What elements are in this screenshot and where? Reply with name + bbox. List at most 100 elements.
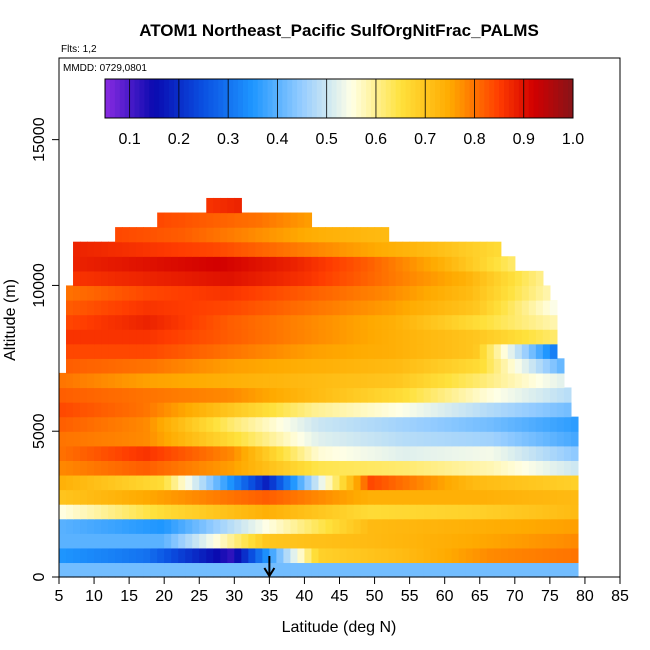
heat-cell xyxy=(430,402,439,418)
heat-cell xyxy=(262,227,270,243)
heat-cell xyxy=(59,402,67,418)
heat-cell xyxy=(346,300,355,316)
heat-cell xyxy=(395,387,404,403)
heat-cell xyxy=(115,504,123,520)
heat-cell xyxy=(227,227,235,243)
heat-cell xyxy=(157,343,165,359)
heat-cell xyxy=(360,460,369,476)
heat-cell xyxy=(143,372,151,389)
heat-cell xyxy=(248,227,256,243)
heat-cell xyxy=(563,533,572,549)
heat-cell xyxy=(416,329,425,345)
heat-cell xyxy=(94,474,102,491)
heat-cell xyxy=(290,416,299,432)
heat-cell xyxy=(122,285,130,301)
heat-cell xyxy=(479,329,488,345)
heat-cell xyxy=(535,474,544,491)
heat-cell xyxy=(479,504,488,520)
heat-cell xyxy=(171,300,179,316)
heat-cell xyxy=(479,533,488,549)
heat-cell xyxy=(325,387,334,403)
heat-cell xyxy=(206,358,214,374)
colorbar-swatch xyxy=(449,79,456,118)
colorbar-swatch xyxy=(528,79,535,118)
heat-cell xyxy=(157,518,165,534)
heat-cell xyxy=(192,270,200,287)
heat-cell xyxy=(66,504,74,520)
heat-cell xyxy=(444,314,453,330)
heat-cell xyxy=(255,489,263,505)
heat-cell xyxy=(437,256,446,272)
heat-cell xyxy=(129,474,137,491)
heat-cell xyxy=(66,533,74,549)
heat-cell xyxy=(80,358,88,374)
heat-cell xyxy=(325,431,334,447)
colorbar-swatch xyxy=(499,79,505,118)
heat-cell xyxy=(66,387,74,403)
heat-cell xyxy=(423,431,432,447)
heat-cell xyxy=(514,431,523,447)
colorbar-swatch xyxy=(568,79,574,118)
heat-cell xyxy=(430,256,439,272)
heat-cell xyxy=(66,474,74,491)
heat-cell xyxy=(360,285,369,301)
heat-cell xyxy=(290,300,299,316)
heat-cell xyxy=(451,504,460,520)
heat-cell xyxy=(472,314,481,330)
heat-cell xyxy=(437,387,446,403)
heat-cell xyxy=(304,562,313,578)
heat-cell xyxy=(290,562,299,578)
heat-cell xyxy=(87,256,95,272)
colorbar-swatch xyxy=(306,79,313,118)
heat-cell xyxy=(360,387,369,403)
heat-cell xyxy=(143,343,151,359)
heat-cell xyxy=(486,402,495,418)
heat-cell xyxy=(507,387,516,403)
heat-cell xyxy=(157,547,165,564)
heat-cell xyxy=(311,533,320,549)
heat-cell xyxy=(339,343,348,359)
heat-cell xyxy=(276,270,284,287)
heat-cell xyxy=(416,416,425,432)
heat-cell xyxy=(227,518,235,534)
heat-cell xyxy=(493,314,502,330)
heat-cell xyxy=(199,474,207,491)
heat-cell xyxy=(500,533,509,549)
heat-cell xyxy=(108,547,116,564)
heat-cell xyxy=(325,343,334,359)
heat-cell xyxy=(241,489,249,505)
heat-cell xyxy=(115,547,123,564)
heat-cell xyxy=(311,562,320,578)
heat-cell xyxy=(521,416,530,432)
heat-cell xyxy=(535,547,544,564)
heat-cell xyxy=(535,329,544,345)
heat-cell xyxy=(451,285,460,301)
heat-cell xyxy=(241,314,249,330)
colorbar-tick-label: 0.7 xyxy=(414,131,436,148)
heat-cell xyxy=(73,329,81,345)
heat-cell xyxy=(164,431,172,447)
heat-cell xyxy=(549,431,558,447)
heat-cell xyxy=(101,504,109,520)
heat-cell xyxy=(381,416,390,432)
heat-cell xyxy=(122,445,130,461)
heat-cell xyxy=(507,504,516,520)
heat-cell xyxy=(353,533,362,549)
heat-cell xyxy=(80,533,88,549)
heat-cell xyxy=(248,314,256,330)
heat-cell xyxy=(451,256,460,272)
heat-cell xyxy=(248,518,256,534)
heat-cell xyxy=(346,547,355,564)
colorbar-swatch xyxy=(553,79,559,118)
heat-cell xyxy=(101,474,109,491)
heat-cell xyxy=(437,343,446,359)
heat-cell xyxy=(465,474,474,491)
heat-cell xyxy=(556,387,565,403)
heat-cell xyxy=(521,547,530,564)
heat-cell xyxy=(185,314,193,330)
heat-cell xyxy=(472,518,481,534)
heat-cell xyxy=(563,460,572,476)
heat-cell xyxy=(353,358,362,374)
heat-cell xyxy=(185,533,193,549)
heat-cell xyxy=(143,241,151,257)
